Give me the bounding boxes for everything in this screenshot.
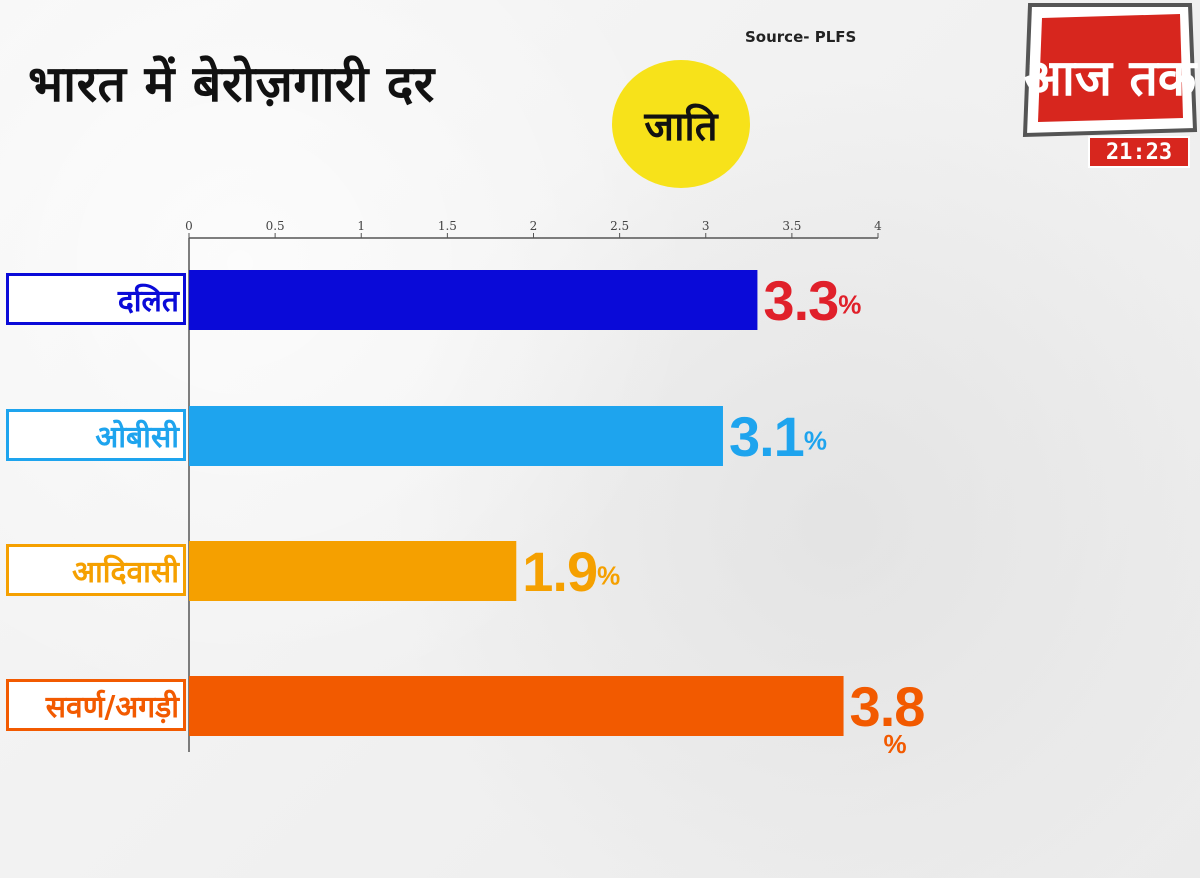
x-tick-label: 0	[185, 219, 193, 233]
value-label: 3.1%	[728, 404, 827, 469]
clock-time: 21:23	[1088, 136, 1190, 168]
x-tick-label: 4	[874, 219, 882, 233]
category-label: ओबीसी	[6, 409, 186, 461]
percent-sign: %	[883, 729, 907, 759]
logo-text: आज तक	[1024, 49, 1198, 107]
bar	[189, 676, 844, 736]
percent-sign: %	[597, 560, 620, 591]
value-label: 3.8%	[849, 674, 926, 760]
bar	[189, 270, 758, 330]
x-tick-label: 2	[530, 219, 538, 233]
value-number: 3.1	[728, 405, 805, 468]
x-tick-label: 3.5	[782, 219, 801, 233]
percent-sign: %	[803, 425, 827, 456]
category-label: सवर्ण/अगड़ी	[6, 679, 186, 731]
x-tick-label: 1	[357, 219, 365, 233]
source-label: Source- PLFS	[745, 28, 857, 46]
category-label: दलित	[6, 273, 186, 325]
value-number: 3.3	[763, 269, 839, 332]
value-number: 3.8	[849, 675, 926, 738]
category-label: आदिवासी	[6, 544, 186, 596]
chart-title: भारत में बेरोज़गारी दर	[28, 55, 435, 113]
x-tick-label: 1.5	[438, 219, 457, 233]
percent-sign: %	[838, 289, 861, 320]
bar	[189, 541, 517, 601]
x-tick-label: 2.5	[610, 219, 629, 233]
channel-logo: आज तक	[1022, 3, 1198, 138]
value-label: 3.3%	[763, 268, 861, 333]
x-tick-label: 3	[702, 219, 710, 233]
bar	[189, 406, 723, 466]
value-label: 1.9%	[522, 539, 620, 604]
category-badge: जाति	[612, 60, 750, 188]
x-tick-label: 0.5	[266, 219, 285, 233]
value-number: 1.9	[522, 540, 598, 603]
